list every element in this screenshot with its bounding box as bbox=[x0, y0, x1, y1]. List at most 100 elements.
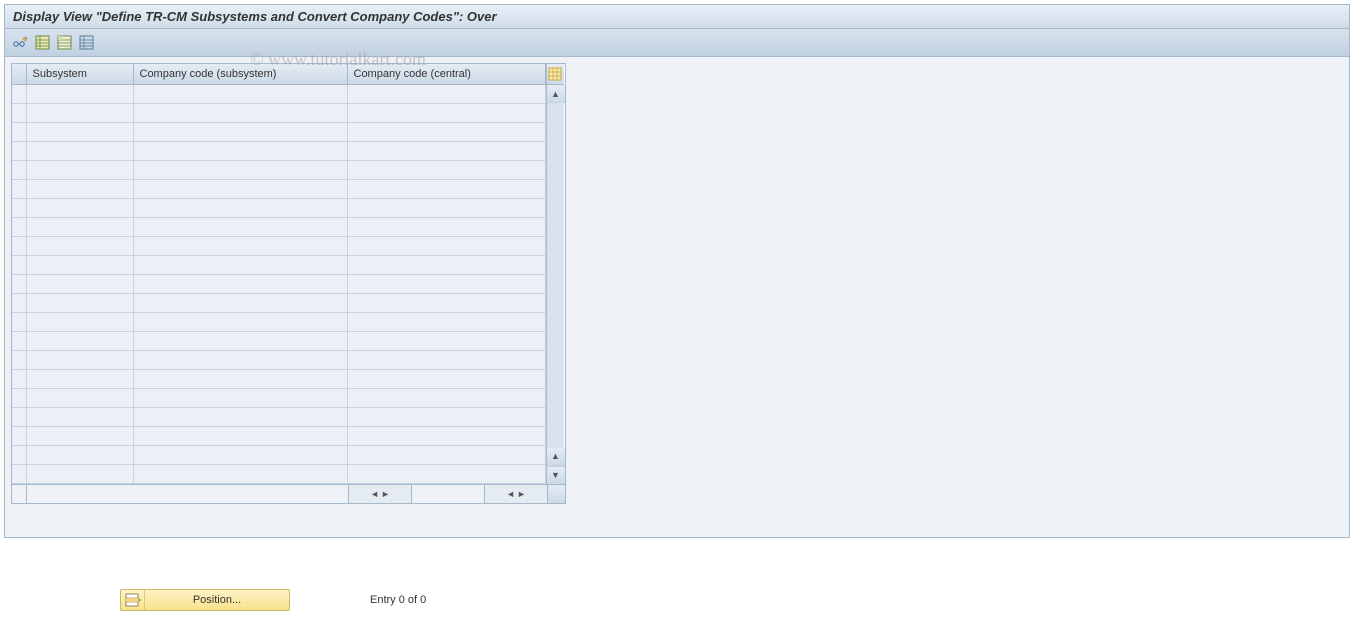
table-row[interactable] bbox=[12, 464, 545, 483]
row-selector[interactable] bbox=[12, 464, 26, 483]
table-row[interactable] bbox=[12, 407, 545, 426]
row-selector[interactable] bbox=[12, 312, 26, 331]
table-cell[interactable] bbox=[347, 293, 545, 312]
table-cell[interactable] bbox=[26, 464, 133, 483]
table-cell[interactable] bbox=[133, 274, 347, 293]
table-row[interactable] bbox=[12, 388, 545, 407]
table-row[interactable] bbox=[12, 293, 545, 312]
row-selector[interactable] bbox=[12, 331, 26, 350]
table-row[interactable] bbox=[12, 179, 545, 198]
table-cell[interactable] bbox=[26, 274, 133, 293]
table-cell[interactable] bbox=[133, 141, 347, 160]
table-cell[interactable] bbox=[133, 84, 347, 103]
table-cell[interactable] bbox=[133, 407, 347, 426]
row-selector[interactable] bbox=[12, 103, 26, 122]
table-row[interactable] bbox=[12, 236, 545, 255]
row-selector[interactable] bbox=[12, 369, 26, 388]
table-row[interactable] bbox=[12, 274, 545, 293]
table-cell[interactable] bbox=[133, 255, 347, 274]
table-cell[interactable] bbox=[26, 293, 133, 312]
table-cell[interactable] bbox=[26, 179, 133, 198]
table-cell[interactable] bbox=[133, 293, 347, 312]
table-cell[interactable] bbox=[347, 217, 545, 236]
table-cell[interactable] bbox=[347, 179, 545, 198]
row-selector[interactable] bbox=[12, 407, 26, 426]
table-cell[interactable] bbox=[26, 84, 133, 103]
table-cell[interactable] bbox=[347, 236, 545, 255]
table-cell[interactable] bbox=[26, 160, 133, 179]
position-button[interactable]: Position... bbox=[120, 589, 290, 611]
table-cell[interactable] bbox=[133, 331, 347, 350]
table-cell[interactable] bbox=[26, 255, 133, 274]
row-selector[interactable] bbox=[12, 198, 26, 217]
row-selector[interactable] bbox=[12, 293, 26, 312]
table-cell[interactable] bbox=[133, 464, 347, 483]
table-cell[interactable] bbox=[26, 236, 133, 255]
table-cell[interactable] bbox=[133, 103, 347, 122]
table-row[interactable] bbox=[12, 312, 545, 331]
table-cell[interactable] bbox=[26, 103, 133, 122]
table-row[interactable] bbox=[12, 198, 545, 217]
table-cell[interactable] bbox=[133, 122, 347, 141]
table-cell[interactable] bbox=[26, 350, 133, 369]
row-selector[interactable] bbox=[12, 141, 26, 160]
select-all-button[interactable] bbox=[33, 34, 51, 52]
row-selector[interactable] bbox=[12, 217, 26, 236]
table-settings-button[interactable] bbox=[546, 64, 564, 85]
table-cell[interactable] bbox=[26, 331, 133, 350]
table-cell[interactable] bbox=[133, 198, 347, 217]
table-cell[interactable] bbox=[347, 388, 545, 407]
row-selector[interactable] bbox=[12, 84, 26, 103]
table-cell[interactable] bbox=[347, 274, 545, 293]
table-cell[interactable] bbox=[133, 160, 347, 179]
table-cell[interactable] bbox=[26, 217, 133, 236]
table-row[interactable] bbox=[12, 369, 545, 388]
column-header-subsystem[interactable]: Subsystem bbox=[26, 64, 133, 84]
row-selector[interactable] bbox=[12, 255, 26, 274]
hscroll-right-buttons[interactable]: ◄ ► bbox=[484, 485, 547, 503]
table-cell[interactable] bbox=[347, 141, 545, 160]
scroll-step-up-button[interactable]: ▲ bbox=[547, 448, 565, 466]
table-row[interactable] bbox=[12, 217, 545, 236]
table-row[interactable] bbox=[12, 160, 545, 179]
table-cell[interactable] bbox=[133, 369, 347, 388]
row-selector[interactable] bbox=[12, 160, 26, 179]
table-row[interactable] bbox=[12, 445, 545, 464]
row-selector[interactable] bbox=[12, 274, 26, 293]
table-cell[interactable] bbox=[347, 103, 545, 122]
table-cell[interactable] bbox=[347, 369, 545, 388]
table-cell[interactable] bbox=[347, 312, 545, 331]
row-selector[interactable] bbox=[12, 426, 26, 445]
table-cell[interactable] bbox=[347, 350, 545, 369]
table-cell[interactable] bbox=[347, 426, 545, 445]
toggle-display-change-button[interactable] bbox=[11, 34, 29, 52]
scroll-up-button[interactable]: ▲ bbox=[547, 85, 565, 103]
table-cell[interactable] bbox=[133, 236, 347, 255]
table-cell[interactable] bbox=[347, 331, 545, 350]
row-selector[interactable] bbox=[12, 179, 26, 198]
hscroll-left-buttons[interactable]: ◄ ► bbox=[349, 485, 412, 503]
scroll-track[interactable] bbox=[547, 103, 564, 448]
column-header-cc-subsystem[interactable]: Company code (subsystem) bbox=[133, 64, 347, 84]
table-cell[interactable] bbox=[26, 388, 133, 407]
table-row[interactable] bbox=[12, 122, 545, 141]
table-cell[interactable] bbox=[133, 312, 347, 331]
hscroll-track[interactable] bbox=[412, 485, 484, 503]
table-cell[interactable] bbox=[26, 445, 133, 464]
table-cell[interactable] bbox=[133, 445, 347, 464]
row-selector[interactable] bbox=[12, 122, 26, 141]
table-row[interactable] bbox=[12, 255, 545, 274]
table-cell[interactable] bbox=[347, 84, 545, 103]
table-cell[interactable] bbox=[26, 369, 133, 388]
column-header-cc-central[interactable]: Company code (central) bbox=[347, 64, 545, 84]
table-cell[interactable] bbox=[26, 407, 133, 426]
row-selector[interactable] bbox=[12, 350, 26, 369]
table-row[interactable] bbox=[12, 141, 545, 160]
row-selector[interactable] bbox=[12, 388, 26, 407]
table-cell[interactable] bbox=[26, 122, 133, 141]
table-cell[interactable] bbox=[133, 426, 347, 445]
table-cell[interactable] bbox=[347, 255, 545, 274]
table-row[interactable] bbox=[12, 84, 545, 103]
table-cell[interactable] bbox=[347, 464, 545, 483]
vertical-scrollbar[interactable]: ▲ ▲ ▼ bbox=[546, 85, 564, 484]
